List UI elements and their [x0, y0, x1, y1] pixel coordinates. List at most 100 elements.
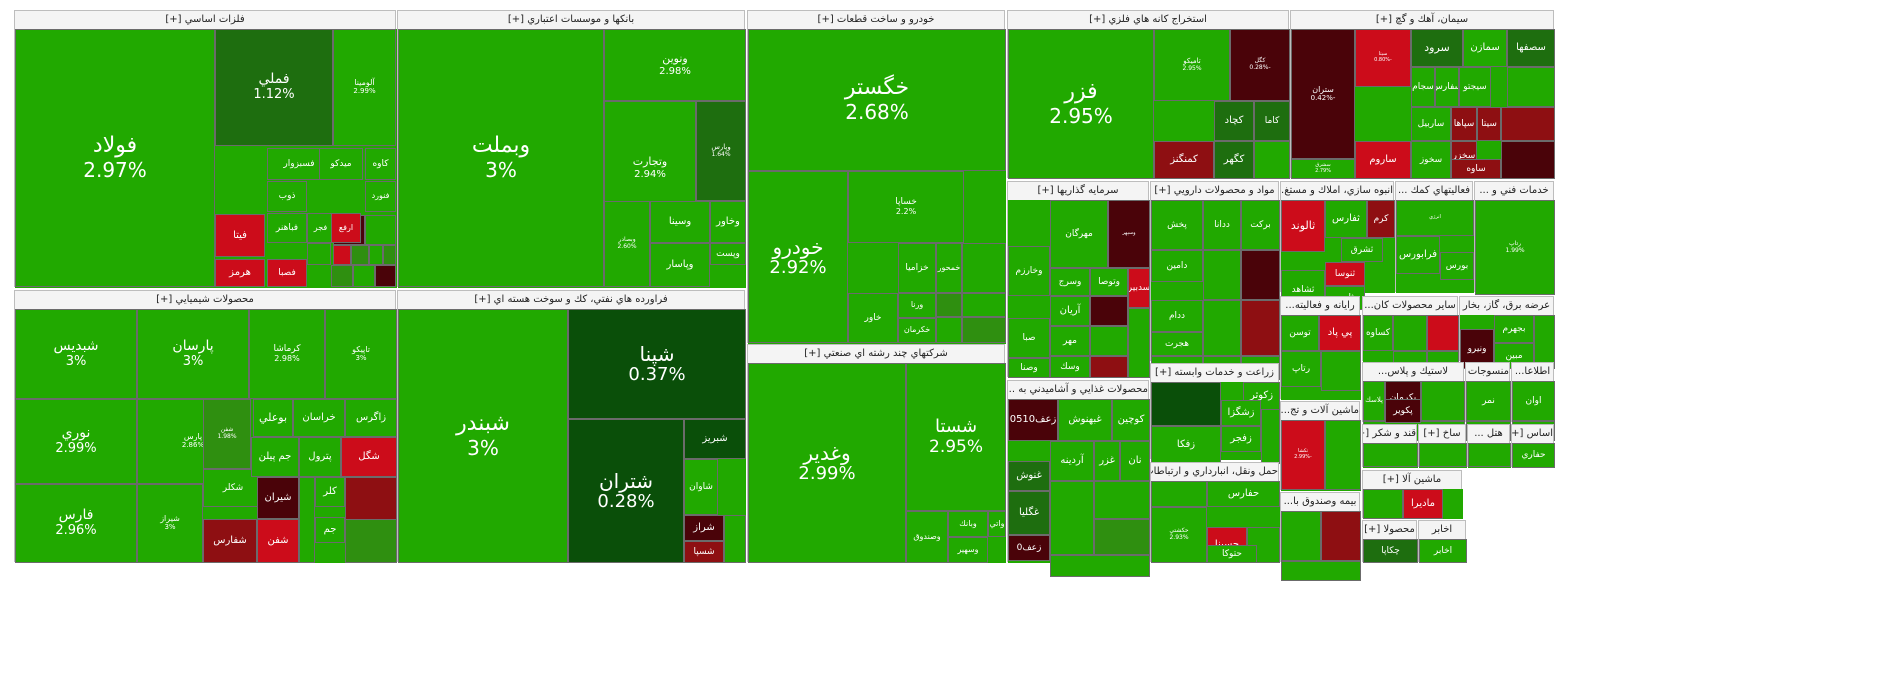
- small-stock-cell[interactable]: [1468, 443, 1511, 467]
- stock-tile[interactable]: وسپهر: [1108, 200, 1150, 268]
- stock-tile[interactable]: شبندر 3%: [398, 309, 568, 563]
- stock-tile[interactable]: بورس: [1440, 252, 1474, 280]
- stock-tile[interactable]: وخارزم: [1008, 246, 1050, 296]
- stock-tile[interactable]: فزر 2.95%: [1008, 29, 1154, 179]
- small-stock-cell[interactable]: [1419, 443, 1467, 467]
- small-stock-cell[interactable]: [331, 265, 353, 287]
- stock-tile[interactable]: تكشا -2.99%: [1281, 420, 1325, 490]
- stock-tile[interactable]: وغدير 2.99%: [748, 363, 906, 563]
- stock-tile[interactable]: زعف0510: [1008, 399, 1058, 441]
- stock-tile[interactable]: چكاپا: [1363, 539, 1418, 563]
- stock-tile[interactable]: دامين: [1151, 250, 1203, 282]
- stock-tile[interactable]: ددانا: [1203, 200, 1241, 250]
- sector-header[interactable]: فلزات اساسي [+]: [15, 11, 395, 30]
- stock-tile[interactable]: غبهنوش: [1058, 399, 1112, 441]
- small-stock-cell[interactable]: [1090, 326, 1128, 356]
- small-stock-cell[interactable]: [1325, 420, 1361, 490]
- stock-tile[interactable]: زعف0: [1008, 535, 1050, 561]
- sector-header[interactable]: زراعت و خدمات وابسته [+]: [1151, 364, 1278, 383]
- small-stock-cell[interactable]: [1094, 481, 1150, 519]
- stock-tile[interactable]: زكوثر: [1243, 382, 1280, 410]
- stock-tile[interactable]: كرماشا 2.98%: [249, 309, 325, 399]
- stock-tile[interactable]: كگهر: [1214, 141, 1254, 179]
- stock-tile[interactable]: وسرج: [1050, 268, 1090, 296]
- stock-tile[interactable]: وسك: [1050, 356, 1090, 378]
- small-stock-cell[interactable]: [1241, 300, 1280, 356]
- stock-tile[interactable]: جم: [315, 517, 345, 543]
- small-stock-cell[interactable]: [1090, 356, 1128, 378]
- stock-tile[interactable]: پترول: [299, 437, 341, 477]
- small-stock-cell[interactable]: [936, 293, 962, 317]
- small-stock-cell[interactable]: [936, 317, 962, 343]
- stock-tile[interactable]: فارس 2.96%: [15, 484, 137, 563]
- stock-tile[interactable]: وپارس 1.64%: [696, 101, 746, 201]
- stock-tile[interactable]: ثشرق: [1341, 238, 1383, 262]
- stock-tile[interactable]: وصندوق: [906, 511, 948, 563]
- small-stock-cell[interactable]: [1501, 107, 1555, 141]
- stock-tile[interactable]: خگستر 2.68%: [748, 29, 1006, 171]
- sector-header[interactable]: محصولات غذايي و آشاميدني به ...: [1008, 381, 1148, 400]
- stock-tile[interactable]: فباهنر: [267, 213, 307, 243]
- stock-tile[interactable]: انرژي: [1396, 200, 1474, 236]
- stock-tile[interactable]: مهر: [1050, 326, 1090, 356]
- stock-tile[interactable]: فرابورس: [1396, 236, 1440, 274]
- stock-tile[interactable]: شفارس: [203, 519, 257, 563]
- stock-tile[interactable]: خكرمان: [898, 318, 936, 343]
- stock-tile[interactable]: حفاري: [1512, 443, 1555, 468]
- stock-tile[interactable]: نمر: [1466, 381, 1511, 421]
- stock-tile[interactable]: كلر: [315, 477, 345, 507]
- sector-header[interactable]: مواد و محصولات دارويي [+]: [1151, 182, 1278, 201]
- stock-tile[interactable]: ثفارس: [1325, 200, 1367, 238]
- stock-tile[interactable]: وبصادر 2.60%: [604, 201, 650, 287]
- stock-tile[interactable]: ساروم: [1355, 141, 1411, 179]
- small-stock-cell[interactable]: [1421, 381, 1465, 421]
- small-stock-cell[interactable]: [1281, 561, 1361, 581]
- stock-tile[interactable]: خمحور: [936, 243, 962, 293]
- small-stock-cell[interactable]: [1363, 489, 1403, 519]
- stock-tile[interactable]: سرود: [1411, 29, 1463, 67]
- stock-tile[interactable]: سمازن: [1463, 29, 1507, 67]
- stock-tile[interactable]: سپاها: [1451, 107, 1477, 141]
- stock-tile[interactable]: ونوين 2.98%: [604, 29, 746, 101]
- stock-tile[interactable]: حتوكا: [1207, 545, 1257, 563]
- sector-header[interactable]: بيمه وصندوق با...: [1281, 493, 1359, 512]
- small-stock-cell[interactable]: [1427, 315, 1459, 351]
- stock-tile[interactable]: وبانك: [948, 511, 988, 537]
- stock-tile[interactable]: خزاميا: [898, 243, 936, 293]
- stock-tile[interactable]: سيتا: [1477, 107, 1501, 141]
- stock-tile[interactable]: ميدكو: [319, 148, 363, 180]
- small-stock-cell[interactable]: [1507, 67, 1555, 107]
- sector-header[interactable]: بانكها و موسسات اعتباري [+]: [398, 11, 744, 30]
- stock-tile[interactable]: مادیرا: [1403, 489, 1443, 519]
- stock-tile[interactable]: وپاسار: [650, 243, 710, 287]
- stock-tile[interactable]: كمنگنز: [1154, 141, 1214, 179]
- stock-tile[interactable]: خساپا 2.2%: [848, 171, 964, 243]
- stock-tile[interactable]: زفكا: [1151, 426, 1221, 464]
- stock-tile[interactable]: وپست: [710, 243, 746, 265]
- stock-tile[interactable]: شفن 1.98%: [203, 399, 251, 469]
- small-stock-cell[interactable]: [962, 243, 1006, 293]
- stock-tile[interactable]: سشرق 2.79%: [1291, 159, 1355, 179]
- stock-tile[interactable]: فنورد: [365, 181, 396, 212]
- stock-tile[interactable]: فملي 1.12%: [215, 29, 333, 146]
- small-stock-cell[interactable]: [1254, 141, 1290, 179]
- stock-tile[interactable]: اوان: [1512, 381, 1555, 421]
- stock-tile[interactable]: وتوصا: [1090, 268, 1128, 296]
- stock-tile[interactable]: وسهير: [948, 537, 988, 563]
- small-stock-cell[interactable]: [307, 243, 331, 265]
- sector-header[interactable]: محصولات شيميايي [+]: [15, 291, 395, 310]
- stock-tile[interactable]: بوعلي: [253, 399, 293, 437]
- sector-header[interactable]: هتل ...: [1468, 425, 1509, 444]
- sector-header[interactable]: ماشين آلات و تج...: [1281, 402, 1359, 421]
- stock-tile[interactable]: شگل: [341, 437, 397, 477]
- stock-tile[interactable]: رتاپ 1.99%: [1475, 200, 1555, 295]
- small-stock-cell[interactable]: [962, 293, 1006, 317]
- sector-header[interactable]: شركتهاي چند رشته اي صنعتي [+]: [748, 345, 1004, 364]
- small-stock-cell[interactable]: [353, 265, 375, 287]
- stock-tile[interactable]: آلومينا 2.99%: [333, 29, 396, 146]
- stock-tile[interactable]: شراز: [684, 515, 724, 541]
- sector-header[interactable]: لاستيك و پلاس...: [1363, 363, 1463, 382]
- sector-header[interactable]: ماشين آلا [+]: [1363, 471, 1461, 490]
- stock-tile[interactable]: فصبا: [267, 259, 307, 287]
